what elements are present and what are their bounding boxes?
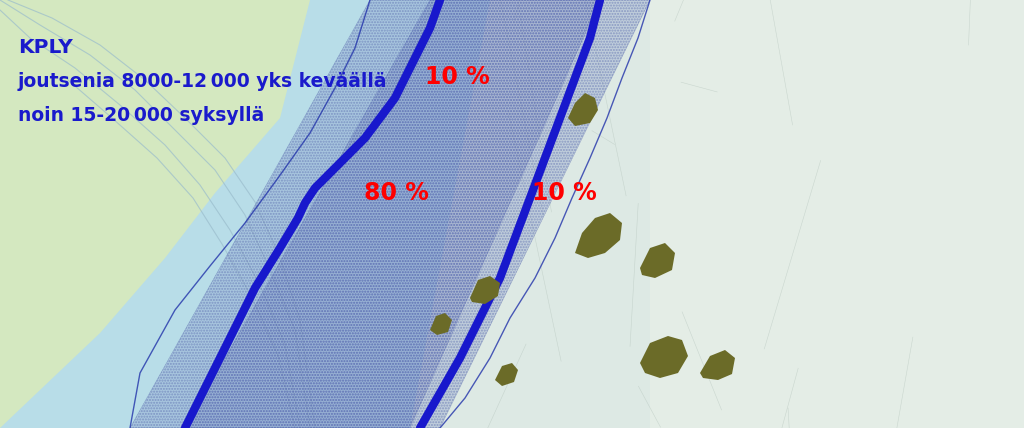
Polygon shape <box>640 243 675 278</box>
Text: 10 %: 10 % <box>425 65 489 89</box>
Polygon shape <box>495 363 518 386</box>
Polygon shape <box>430 313 452 335</box>
Polygon shape <box>575 213 622 258</box>
Polygon shape <box>650 0 1024 428</box>
Text: 10 %: 10 % <box>532 181 597 205</box>
Polygon shape <box>470 276 500 304</box>
Text: joutsenia 8000-12 000 yks keväällä: joutsenia 8000-12 000 yks keväällä <box>18 72 387 91</box>
Polygon shape <box>410 0 1024 428</box>
Polygon shape <box>640 336 688 378</box>
Text: 80 %: 80 % <box>364 181 428 205</box>
Polygon shape <box>700 350 735 380</box>
Text: noin 15-20 000 syksyllä: noin 15-20 000 syksyllä <box>18 106 264 125</box>
Polygon shape <box>568 93 598 126</box>
Text: KPLY: KPLY <box>18 38 73 57</box>
Polygon shape <box>185 0 600 428</box>
Polygon shape <box>130 0 650 428</box>
Polygon shape <box>0 0 310 428</box>
